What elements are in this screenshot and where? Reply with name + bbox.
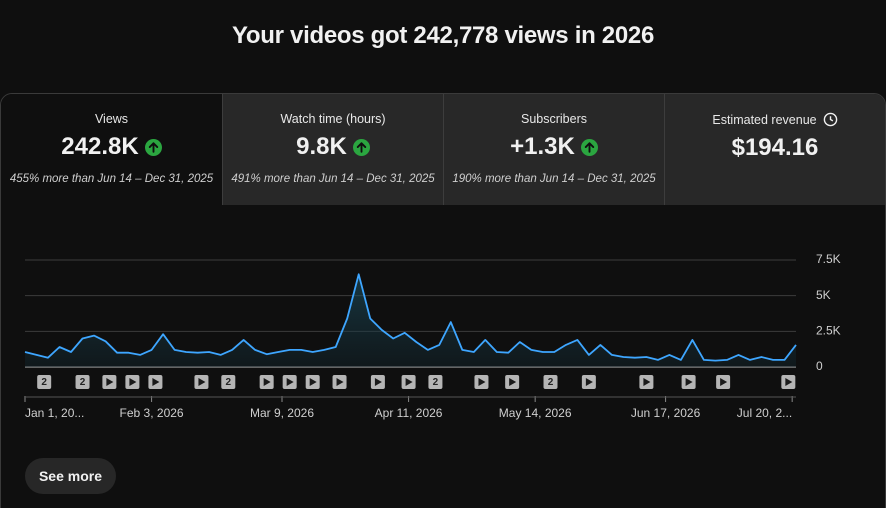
up-arrow-icon: [352, 138, 370, 156]
upload-marker[interactable]: 2: [428, 375, 443, 389]
upload-marker[interactable]: [505, 375, 520, 389]
clock-icon: [823, 112, 837, 127]
metric-label: Watch time (hours): [280, 112, 386, 126]
upload-marker[interactable]: [102, 375, 117, 389]
play-icon: [585, 378, 593, 386]
upload-marker[interactable]: [681, 375, 696, 389]
metric-comparison: 455% more than Jun 14 – Dec 31, 2025: [9, 173, 214, 185]
metric-label-row: Subscribers: [444, 112, 664, 126]
upload-marker[interactable]: [194, 375, 209, 389]
upload-marker[interactable]: [781, 375, 796, 389]
x-tick-label: May 14, 2026: [499, 406, 572, 420]
marker-box: [37, 375, 52, 389]
y-tick-label: 0: [816, 359, 823, 373]
marker-box: [543, 375, 558, 389]
x-tick-label: Jun 17, 2026: [631, 406, 701, 420]
x-tick-label: Jan 1, 20...: [25, 406, 84, 420]
marker-box: [75, 375, 90, 389]
x-tick-label: Feb 3, 2026: [120, 406, 184, 420]
page-title: Your videos got 242,778 views in 2026: [232, 22, 654, 49]
play-icon: [374, 378, 382, 386]
metric-value: 9.8K: [296, 133, 347, 160]
line-series: [24, 273, 797, 362]
metric-tab[interactable]: Views 242.8K 455% more than Jun 14 – Dec 3…: [1, 94, 222, 205]
metric-label: Estimated revenue: [712, 112, 817, 127]
metric-value-row: +1.3K: [444, 133, 664, 161]
marker-box: [428, 375, 443, 389]
upload-count: 2: [226, 377, 232, 388]
metric-label: Subscribers: [521, 112, 587, 126]
metric-value: 242.8K: [61, 133, 139, 160]
play-icon: [685, 378, 693, 386]
play-icon: [405, 378, 413, 386]
metric-comparison: 190% more than Jun 14 – Dec 31, 2025: [452, 173, 656, 185]
upload-marker[interactable]: [259, 375, 274, 389]
metric-tab[interactable]: Watch time (hours) 9.8K 491% more than Jun…: [222, 94, 443, 205]
play-icon: [198, 378, 206, 386]
play-icon: [263, 378, 271, 386]
upload-count: 2: [80, 377, 86, 388]
up-arrow-icon: [580, 138, 598, 156]
play-icon: [643, 378, 651, 386]
upload-marker[interactable]: 2: [37, 375, 52, 389]
upload-marker[interactable]: [282, 375, 297, 389]
play-icon: [336, 378, 344, 386]
upload-marker[interactable]: 2: [75, 375, 90, 389]
up-arrow-icon: [144, 138, 162, 156]
play-icon: [720, 378, 728, 386]
upload-marker[interactable]: [639, 375, 654, 389]
x-tick-label: Apr 11, 2026: [375, 406, 443, 420]
x-tick-label: Mar 9, 2026: [250, 406, 314, 420]
upload-marker[interactable]: [581, 375, 596, 389]
chart: 0 2.5K 5K 7.5K Jan 1, 20... Feb 3, 2026 Mar 9,…: [24, 252, 841, 420]
upload-count: 2: [41, 377, 47, 388]
upload-marker[interactable]: [370, 375, 385, 389]
x-tick-label: Jul 20, 2...: [737, 406, 792, 420]
y-tick-label: 2.5K: [816, 324, 841, 338]
metric-label-row: Views: [1, 112, 222, 126]
metric-comparison: 491% more than Jun 14 – Dec 31, 2025: [231, 173, 435, 185]
metric-tab[interactable]: Subscribers +1.3K 190% more than Jun 14 – …: [443, 94, 664, 205]
metric-value-row: $194.16: [665, 134, 885, 162]
metric-value-row: 9.8K: [223, 133, 443, 161]
upload-marker[interactable]: [474, 375, 489, 389]
metric-value-row: 242.8K: [1, 133, 222, 161]
upload-marker[interactable]: [401, 375, 416, 389]
y-tick-label: 7.5K: [816, 252, 841, 266]
play-icon: [106, 378, 114, 386]
metric-label-row: Watch time (hours): [223, 112, 443, 126]
metric-value: $194.16: [731, 134, 819, 161]
metric-tab[interactable]: Estimated revenue $194.16: [664, 94, 885, 205]
upload-marker[interactable]: [332, 375, 347, 389]
see-more-button[interactable]: See more: [25, 458, 116, 494]
metric-label-row: Estimated revenue: [665, 112, 885, 127]
play-icon: [152, 378, 160, 386]
upload-marker[interactable]: 2: [543, 375, 558, 389]
upload-marker[interactable]: [305, 375, 320, 389]
metric-value: +1.3K: [510, 133, 575, 160]
upload-marker[interactable]: [125, 375, 140, 389]
analytics-card: Views 242.8K 455% more than Jun 14 – Dec 3…: [0, 93, 886, 508]
metric-label: Views: [94, 112, 129, 126]
play-icon: [286, 378, 294, 386]
area-fill: [25, 274, 796, 367]
upload-marker[interactable]: [148, 375, 163, 389]
upload-count: 2: [433, 377, 439, 388]
upload-count: 2: [548, 377, 554, 388]
metric-tabs: Views 242.8K 455% more than Jun 14 – Dec 3…: [1, 94, 885, 205]
play-icon: [478, 378, 486, 386]
upload-marker[interactable]: 2: [221, 375, 236, 389]
y-tick-label: 5K: [816, 288, 831, 302]
upload-marker[interactable]: [716, 375, 731, 389]
play-icon: [509, 378, 517, 386]
play-icon: [129, 378, 137, 386]
play-icon: [309, 378, 317, 386]
play-icon: [785, 378, 793, 386]
marker-box: [221, 375, 236, 389]
